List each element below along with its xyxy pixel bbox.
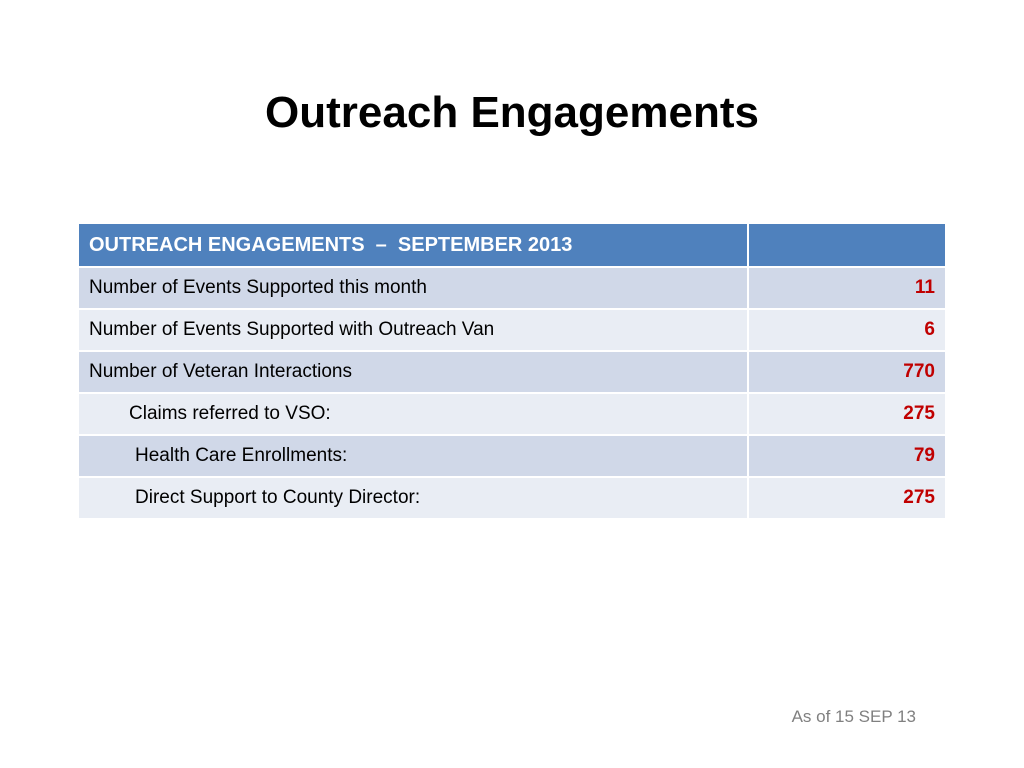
row-label-events-van: Number of Events Supported with Outreach… [77, 308, 749, 352]
table-header-row: OUTREACH ENGAGEMENTS – SEPTEMBER 2013 [77, 222, 947, 268]
row-value-events-month: 11 [747, 266, 947, 310]
table-header-label: OUTREACH ENGAGEMENTS – SEPTEMBER 2013 [77, 222, 749, 268]
table-row: Health Care Enrollments: 79 [77, 434, 947, 478]
slide-title: Outreach Engagements [265, 88, 759, 137]
table-row: Number of Events Supported with Outreach… [77, 308, 947, 352]
engagements-table: OUTREACH ENGAGEMENTS – SEPTEMBER 2013 Nu… [77, 222, 947, 520]
table-row: Claims referred to VSO: 275 [77, 392, 947, 436]
table-row: Direct Support to County Director: 275 [77, 476, 947, 520]
table-header-value [747, 222, 947, 268]
table-row: Number of Events Supported this month 11 [77, 266, 947, 310]
row-value-county-director: 275 [747, 476, 947, 520]
row-label-county-director: Direct Support to County Director: [77, 476, 749, 520]
row-value-events-van: 6 [747, 308, 947, 352]
row-value-veteran-interactions: 770 [747, 350, 947, 394]
row-value-claims-vso: 275 [747, 392, 947, 436]
row-label-events-month: Number of Events Supported this month [77, 266, 749, 310]
row-label-claims-vso: Claims referred to VSO: [77, 392, 749, 436]
as-of-footnote: As of 15 SEP 13 [791, 707, 916, 726]
row-label-health-care: Health Care Enrollments: [77, 434, 749, 478]
row-value-health-care: 79 [747, 434, 947, 478]
row-label-veteran-interactions: Number of Veteran Interactions [77, 350, 749, 394]
table-row: Number of Veteran Interactions 770 [77, 350, 947, 394]
